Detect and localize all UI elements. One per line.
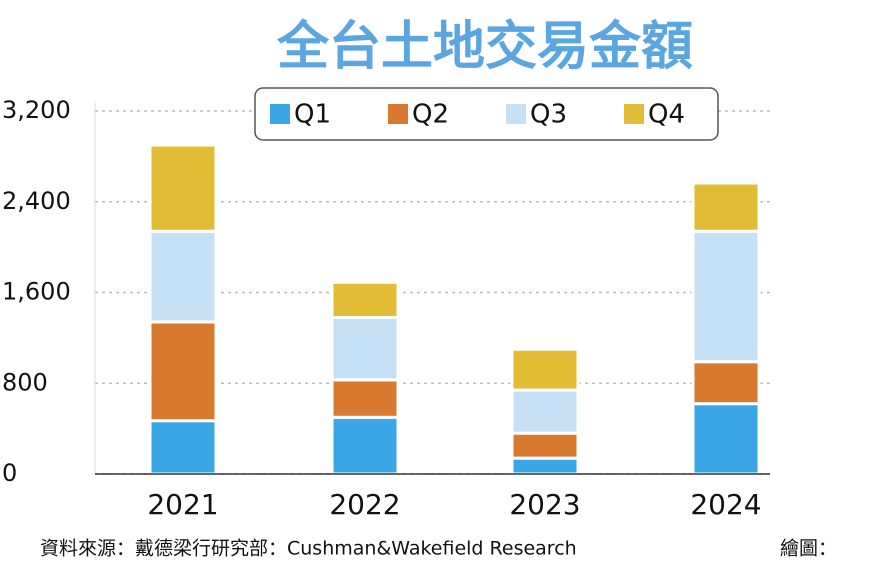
legend-swatch (388, 104, 408, 124)
source-note: 資料來源：戴德梁行研究部：Cushman&Wakefield Research (40, 538, 577, 560)
bar-segment (510, 347, 580, 392)
bar-segment (510, 456, 580, 476)
x-tick-label: 2021 (147, 488, 218, 521)
legend-swatch (624, 104, 644, 124)
legend-label: Q2 (412, 100, 449, 130)
bar-segment (148, 419, 218, 476)
bar-segment (148, 229, 218, 324)
legend-label: Q4 (648, 100, 685, 130)
y-tick-label: 800 (2, 368, 48, 396)
y-tick-label: 1,600 (2, 278, 71, 306)
credit-note: 繪圖： (780, 538, 837, 560)
bar-segment (691, 181, 761, 233)
y-tick-label: 3,200 (2, 96, 71, 124)
bar-segment (330, 378, 400, 419)
legend-label: Q3 (530, 100, 567, 130)
legend-swatch (270, 104, 290, 124)
legend-box (254, 87, 719, 141)
y-tick-label: 2,400 (2, 187, 71, 215)
bar-segment (148, 320, 218, 423)
bar-segment (691, 360, 761, 406)
x-tick-label: 2024 (690, 488, 761, 521)
bar-segment (330, 315, 400, 382)
x-tick-label: 2022 (329, 488, 400, 521)
bar-segment (148, 143, 218, 233)
legend-swatch (506, 104, 526, 124)
bar-segment (510, 431, 580, 460)
bar-segment (691, 402, 761, 476)
bar-segment (330, 415, 400, 476)
bar-segment (330, 280, 400, 319)
chart-title: 全台土地交易金額 (276, 17, 693, 77)
legend-label: Q1 (294, 100, 331, 130)
y-tick-label: 0 (2, 459, 17, 487)
bar-segment (691, 229, 761, 364)
bar-segment (510, 388, 580, 435)
x-tick-label: 2023 (509, 488, 580, 521)
